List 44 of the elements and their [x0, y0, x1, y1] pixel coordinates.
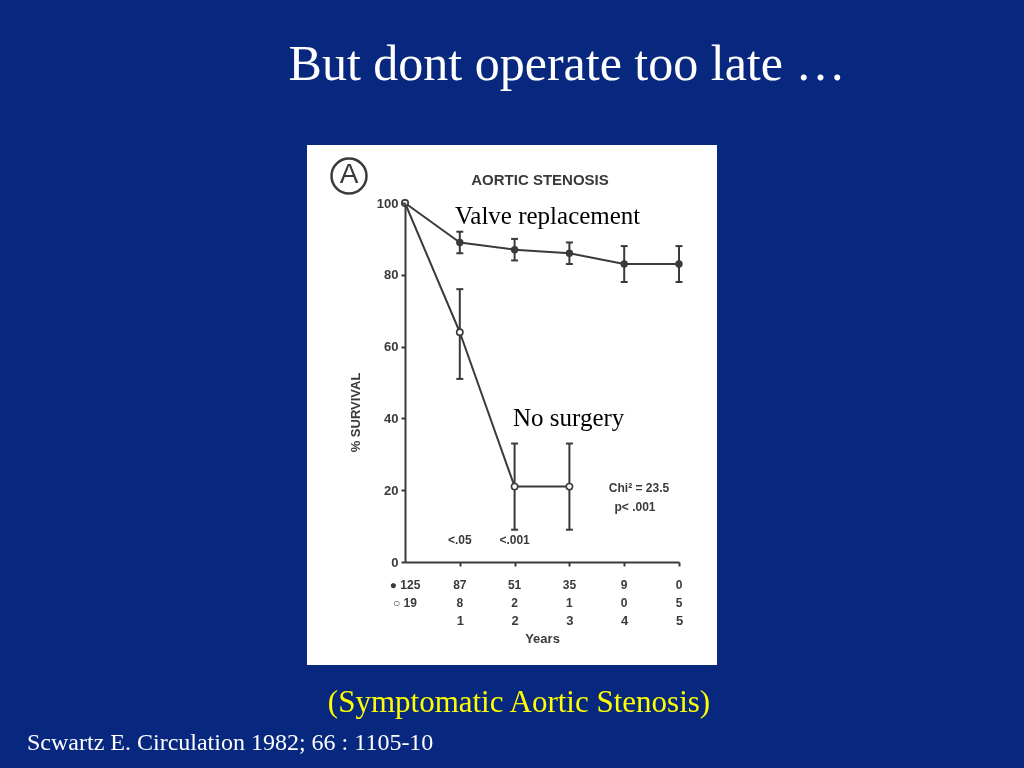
text: 0	[675, 578, 683, 592]
text: 5	[675, 596, 683, 610]
y-axis-title: % SURVIVAL	[347, 372, 363, 453]
x-tick-label: 3	[566, 612, 574, 628]
text: 51	[507, 578, 522, 592]
annotation: Chi² = 23.5	[608, 481, 670, 495]
annotation: <.05	[447, 533, 472, 547]
text: 87	[453, 578, 467, 592]
point	[565, 249, 574, 257]
text: A	[339, 158, 359, 189]
text: (Symptomatic Aortic Stenosis)	[327, 684, 711, 719]
x-tick-label: 1	[456, 612, 464, 628]
text: 35	[562, 578, 577, 592]
text: 8	[456, 596, 464, 610]
point	[510, 245, 519, 254]
chart-subtitle: AORTIC STENOSIS	[471, 171, 609, 188]
x-axis-title: Years	[525, 630, 560, 646]
text: 9	[620, 578, 628, 592]
point	[510, 482, 519, 491]
y-tick-label: 100	[376, 195, 399, 211]
y-tick-label: 80	[384, 267, 399, 283]
text: 2	[511, 596, 519, 610]
annotation: <.001	[499, 533, 531, 547]
y-tick-label: 40	[384, 410, 399, 426]
y-tick-label: 20	[384, 482, 399, 498]
x-tick-label: 4	[621, 612, 630, 628]
annotation: p< .001	[614, 500, 656, 514]
series-label: Valve replacement	[455, 202, 641, 229]
text: 1	[566, 596, 574, 610]
series-label: No surgery	[513, 404, 625, 431]
y-tick-label: 60	[384, 339, 399, 355]
text: 0	[620, 596, 628, 610]
point	[675, 260, 683, 268]
x-tick-label: 5	[675, 612, 684, 628]
x-tick-label: 2	[511, 612, 519, 628]
chart-title: But dont operate too late …	[288, 35, 846, 91]
point	[565, 482, 574, 491]
point	[620, 260, 628, 268]
text: Scwartz E. Circulation 1982; 66 : 1105-10	[27, 729, 434, 755]
text: ● 125	[389, 578, 421, 592]
y-tick-label: 0	[391, 554, 399, 570]
point	[456, 238, 464, 247]
text: ○ 19	[393, 596, 418, 610]
point	[455, 328, 464, 337]
